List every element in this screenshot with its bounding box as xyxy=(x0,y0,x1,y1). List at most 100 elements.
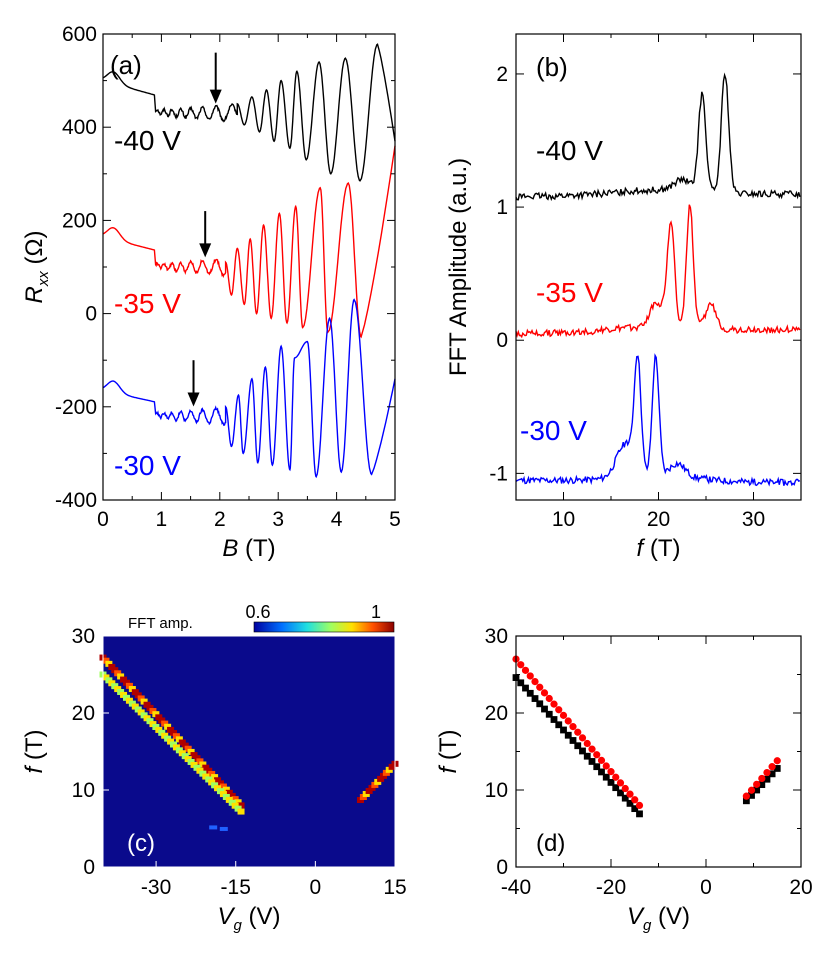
series-label: -35 V xyxy=(536,277,603,308)
heatmap-cell xyxy=(237,802,245,809)
y-tick-label: 20 xyxy=(485,702,508,725)
data-point-square xyxy=(626,799,634,807)
heatmap-cell xyxy=(219,783,227,790)
y-axis-label-main: R xyxy=(21,286,48,303)
heatmap-cell xyxy=(356,797,364,804)
y-axis-label-unit: (T) xyxy=(21,730,48,767)
heatmap-cell xyxy=(125,682,133,689)
x-tick-label: 30 xyxy=(742,508,765,531)
heatmap-cell xyxy=(205,767,213,774)
x-axis-label-unit: (T) xyxy=(238,535,275,562)
heatmap-cell xyxy=(149,708,157,715)
data-point-circle xyxy=(773,757,781,765)
data-point-square xyxy=(517,679,525,687)
x-tick-label: 15 xyxy=(383,876,406,899)
y-axis-label: FFT Amplitude (a.u.) xyxy=(445,158,472,376)
colorbar xyxy=(253,621,395,633)
data-point-square xyxy=(612,784,620,792)
heatmap-cell xyxy=(175,736,183,743)
heatmap-cell xyxy=(114,670,122,677)
heatmap-cell xyxy=(117,673,125,680)
data-point-circle xyxy=(742,792,750,800)
data-point-square xyxy=(560,726,567,734)
heatmap-cell xyxy=(209,825,218,830)
x-tick-label: 20 xyxy=(789,876,812,899)
heatmap-cell xyxy=(152,711,160,718)
y-tick-label: -400 xyxy=(55,489,97,512)
data-point-circle xyxy=(555,706,563,714)
data-point-square xyxy=(526,689,534,697)
x-axis-label-unit: (T) xyxy=(643,535,680,562)
y-tick-label: 200 xyxy=(62,209,97,232)
heatmap-cell xyxy=(140,698,148,705)
heatmap-cell xyxy=(368,784,376,791)
series-label: -40 V xyxy=(114,125,181,156)
data-point-square xyxy=(545,710,553,718)
heatmap-cell xyxy=(237,808,245,815)
heatmap-cell xyxy=(219,826,228,831)
panel-d: -40 -20 0 20 0 10 20 30 Vg (V) f (T) (d) xyxy=(435,625,813,934)
series-red-line xyxy=(515,204,801,339)
panel-label: (b) xyxy=(536,52,568,82)
data-point-square xyxy=(522,684,529,692)
x-axis-label-main: f xyxy=(637,535,646,562)
data-point-square xyxy=(631,805,639,813)
panel-b: 10 20 30 -1 0 1 2 f (T) FFT Amplitude (a.u.) (b) -… xyxy=(445,33,802,562)
heatmap-cell xyxy=(167,726,175,733)
heatmap-cell xyxy=(211,774,219,781)
data-point-square xyxy=(768,770,776,778)
heatmap-cell xyxy=(181,742,189,749)
heatmap-cell xyxy=(196,758,204,765)
data-point-circle xyxy=(602,762,610,770)
data-point-circle xyxy=(545,694,553,703)
panel-label: (c) xyxy=(127,830,155,857)
heatmap-cell xyxy=(377,775,385,782)
data-point-circle xyxy=(564,717,572,725)
data-point-circle xyxy=(559,711,568,719)
heatmap-cell xyxy=(111,667,119,674)
x-tick-label: 3 xyxy=(272,508,284,531)
heatmap-cell xyxy=(379,772,387,779)
x-axis-label-unit: (V) xyxy=(651,903,690,930)
data-point-circle xyxy=(758,774,766,783)
data-point-circle xyxy=(753,780,761,788)
x-tick-label: 5 xyxy=(389,508,401,531)
y-axis-label: Rxx (Ω) xyxy=(21,231,52,304)
y-tick-label: -1 xyxy=(489,462,508,485)
data-point-circle xyxy=(616,779,625,787)
x-tick-label: -30 xyxy=(141,876,171,899)
x-tick-label: -15 xyxy=(221,876,251,899)
data-point-square xyxy=(758,781,766,789)
x-tick-label: 0 xyxy=(310,876,322,899)
data-point-square xyxy=(541,705,548,713)
data-point-square xyxy=(607,779,615,786)
data-point-circle xyxy=(578,734,587,742)
panel-a: 0 1 2 3 4 5 -400 -200 0 200 400 600 B (T) Rxx (Ω) (a) -… xyxy=(21,23,401,562)
data-point-square xyxy=(753,786,761,794)
data-point-circle xyxy=(569,723,577,731)
heatmap-cell xyxy=(199,761,207,768)
data-point-circle xyxy=(531,678,539,686)
x-tick-label: -40 xyxy=(501,876,531,899)
data-point-square xyxy=(602,773,610,781)
heatmap-cell xyxy=(146,704,154,711)
heatmap-cell xyxy=(172,733,180,740)
data-point-circle xyxy=(597,756,606,764)
x-tick-label: 0 xyxy=(700,876,712,899)
heatmap-cell xyxy=(231,796,239,803)
heatmap-cell xyxy=(158,717,166,724)
series-red-line xyxy=(102,145,396,339)
x-tick-label: 2 xyxy=(214,508,226,531)
data-point-circle xyxy=(747,786,756,794)
data-point-square xyxy=(550,716,558,723)
series-black-line xyxy=(102,43,396,182)
heatmap-cell xyxy=(202,764,210,771)
panel-label: (d) xyxy=(536,830,565,857)
heatmap-cell xyxy=(216,780,224,787)
data-point-circle xyxy=(621,784,629,793)
data-point-circle xyxy=(540,689,549,697)
heatmap-cell xyxy=(228,792,236,799)
heatmap-cell xyxy=(122,679,130,686)
data-point-circle xyxy=(612,773,620,781)
